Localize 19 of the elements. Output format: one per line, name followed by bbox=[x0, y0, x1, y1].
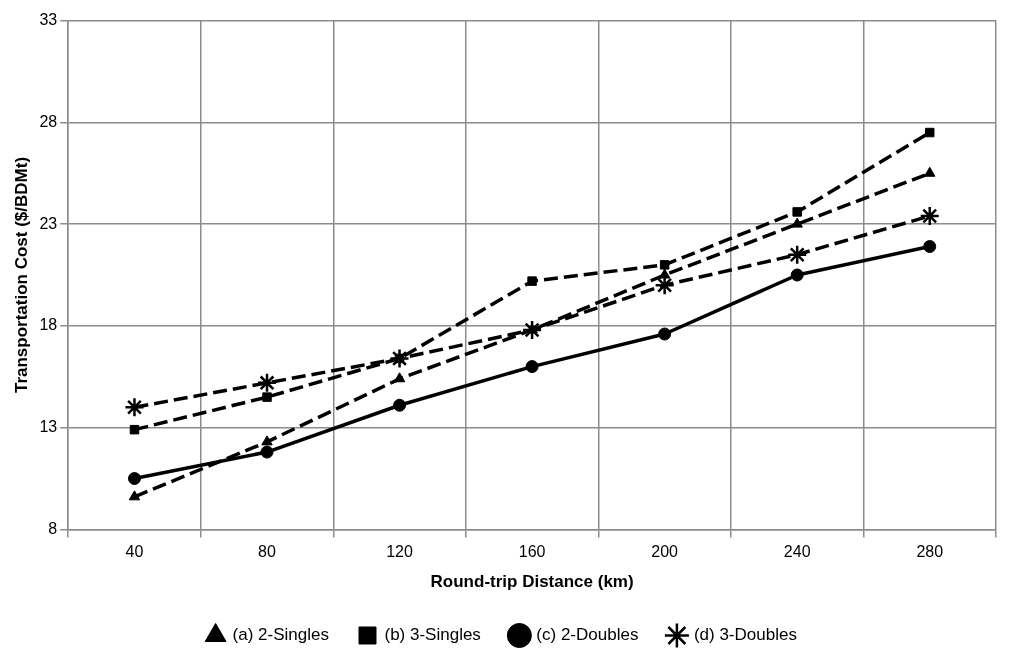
x-tick-label: 80 bbox=[258, 543, 277, 561]
legend-label: (b) 3-Singles bbox=[384, 625, 481, 645]
legend-label: (c) 2-Doubles bbox=[536, 625, 639, 645]
x-tick-label: 160 bbox=[518, 543, 546, 561]
x-tick-label: 240 bbox=[783, 543, 811, 561]
y-tick-label: 13 bbox=[39, 418, 58, 436]
x-tick-label: 120 bbox=[386, 543, 413, 561]
y-tick-label: 23 bbox=[39, 214, 58, 232]
x-tick-label: 200 bbox=[651, 543, 679, 561]
y-tick-label: 8 bbox=[48, 519, 58, 537]
y-tick-label: 28 bbox=[39, 112, 58, 130]
legend-label: (a) 2-Singles bbox=[232, 625, 329, 645]
x-tick-label: 40 bbox=[125, 543, 144, 561]
y-tick-label: 18 bbox=[39, 316, 58, 334]
legend-label: (d) 3-Doubles bbox=[693, 625, 797, 645]
y-tick-label: 33 bbox=[39, 11, 58, 29]
y-axis-title: Transportation Cost ($/BDMt) bbox=[11, 156, 31, 394]
x-axis-title: Round-trip Distance (km) bbox=[430, 572, 634, 592]
x-tick-label: 280 bbox=[916, 543, 944, 561]
